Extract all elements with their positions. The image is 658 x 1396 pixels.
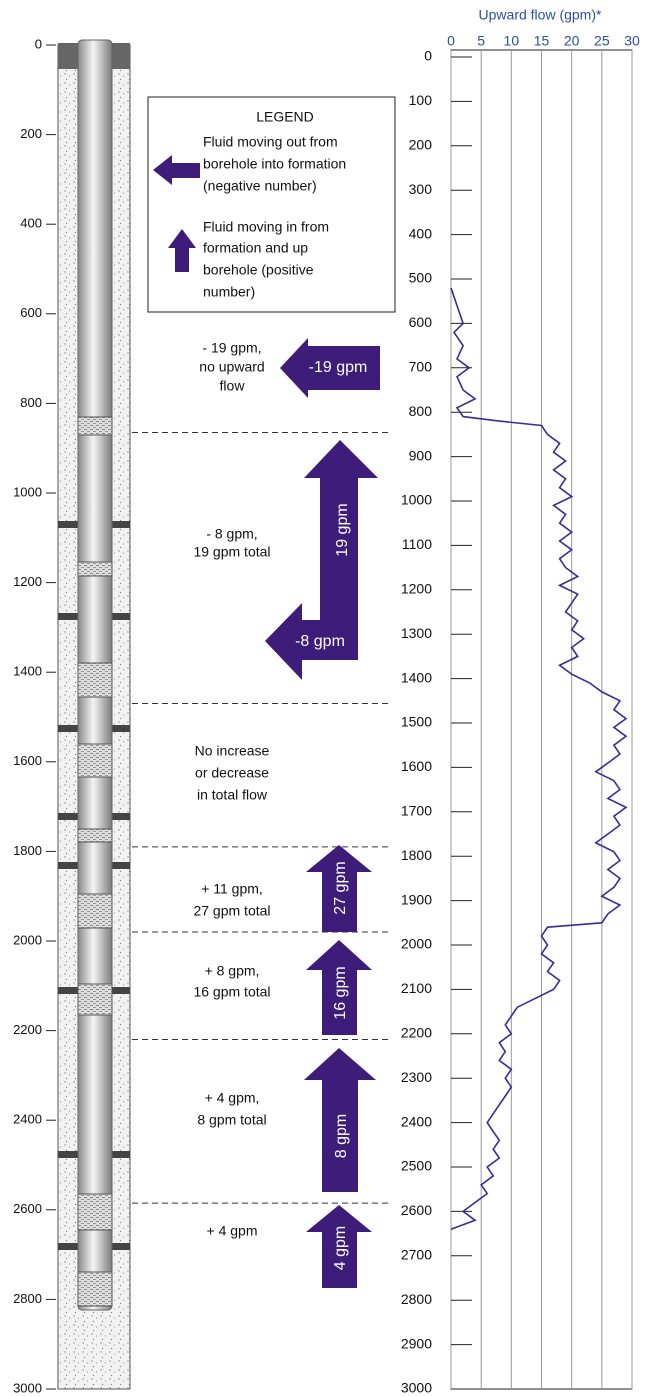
arrow-label: 16 gpm bbox=[332, 966, 349, 1019]
y-tick-label: 0 bbox=[424, 48, 432, 64]
legend-text: borehole into formation bbox=[203, 156, 346, 172]
legend-box bbox=[148, 97, 395, 312]
legend: LEGEND Fluid moving out from borehole in… bbox=[148, 97, 395, 312]
y-tick-label: 300 bbox=[409, 181, 433, 197]
y-tick-label: 2900 bbox=[401, 1335, 432, 1351]
y-tick-label: 2000 bbox=[401, 936, 432, 952]
depth-label: 1400 bbox=[13, 664, 42, 679]
arrow-label: 4 gpm bbox=[332, 1226, 349, 1270]
x-tick-label: 0 bbox=[447, 33, 455, 49]
zone-text: + 11 gpm, bbox=[201, 881, 263, 897]
legend-title: LEGEND bbox=[256, 109, 314, 125]
depth-label: 1600 bbox=[13, 753, 42, 768]
y-tick-label: 3000 bbox=[401, 1380, 432, 1396]
zone-text: or decrease bbox=[195, 765, 269, 781]
depth-label: 600 bbox=[20, 305, 42, 320]
depth-label: 2800 bbox=[13, 1291, 42, 1306]
depth-label: 1000 bbox=[13, 484, 42, 499]
borehole-column bbox=[58, 40, 130, 1389]
zone-text: + 4 gpm bbox=[207, 1223, 258, 1239]
x-tick-label: 20 bbox=[564, 33, 580, 49]
y-tick-label: 100 bbox=[409, 92, 433, 108]
depth-label: 2200 bbox=[13, 1022, 42, 1037]
depth-label: 800 bbox=[20, 395, 42, 410]
x-tick-label: 10 bbox=[504, 33, 520, 49]
y-tick-label: 2100 bbox=[401, 980, 432, 996]
y-tick-label: 1100 bbox=[402, 536, 432, 552]
chart-title: Upward flow (gpm)* bbox=[479, 7, 602, 23]
depth-label: 1800 bbox=[13, 843, 42, 858]
flow-arrows: -19 gpm 19 gpm -8 gpm 27 gpm 16 gpm 8 gp… bbox=[265, 338, 380, 1288]
zone-text: 19 gpm total bbox=[193, 544, 270, 560]
legend-text: Fluid moving in from bbox=[203, 219, 329, 235]
y-tick-label: 2600 bbox=[401, 1202, 432, 1218]
y-tick-label: 2800 bbox=[401, 1291, 432, 1307]
zone-text: + 4 gpm, bbox=[205, 1090, 260, 1106]
depth-label: 200 bbox=[20, 126, 42, 141]
zone-text: 27 gpm total bbox=[193, 903, 270, 919]
zone-text: 8 gpm total bbox=[197, 1112, 266, 1128]
zone-text: + 8 gpm, bbox=[205, 963, 260, 979]
depth-label: 2000 bbox=[13, 932, 42, 947]
arrow-label: 27 gpm bbox=[332, 861, 349, 914]
depth-axis: 0 200 400 600 800 1000 1200 1400 1600 1800 2000 220… bbox=[13, 36, 56, 1395]
y-tick-label: 400 bbox=[409, 225, 433, 241]
x-tick-label: 15 bbox=[534, 33, 550, 49]
legend-text: borehole (positive bbox=[203, 262, 314, 278]
y-tick-label: 600 bbox=[409, 314, 433, 330]
arrow-label: 19 gpm bbox=[334, 503, 351, 556]
y-tick-label: 1300 bbox=[401, 625, 432, 641]
figure: 0200400600800100012001400160018002000220… bbox=[0, 0, 658, 1396]
y-tick-label: 700 bbox=[409, 359, 433, 375]
zone-text: No increase bbox=[195, 743, 270, 759]
x-tick-label: 25 bbox=[594, 33, 610, 49]
y-tick-label: 2200 bbox=[401, 1025, 432, 1041]
y-tick-label: 1800 bbox=[401, 847, 432, 863]
zone-text: - 8 gpm, bbox=[206, 526, 257, 542]
y-tick-label: 1400 bbox=[401, 669, 432, 685]
y-tick-label: 1600 bbox=[401, 758, 432, 774]
legend-text: Fluid moving out from bbox=[203, 134, 338, 150]
depth-label: 3000 bbox=[13, 1380, 42, 1395]
y-tick-label: 500 bbox=[409, 270, 433, 286]
zone-notes: - 19 gpm, no upward flow - 8 gpm, 19 gpm… bbox=[193, 340, 270, 1239]
y-tick-label: 200 bbox=[409, 137, 433, 153]
arrow-label: 8 gpm bbox=[333, 1114, 350, 1158]
arrow-label: -19 gpm bbox=[309, 359, 368, 376]
y-tick-label: 1500 bbox=[401, 714, 432, 730]
y-tick-label: 2500 bbox=[401, 1158, 432, 1174]
depth-label: 1200 bbox=[13, 574, 42, 589]
y-tick-label: 1200 bbox=[401, 581, 432, 597]
y-tick-label: 1700 bbox=[401, 803, 432, 819]
zone-text: flow bbox=[220, 378, 246, 394]
legend-text: number) bbox=[203, 284, 255, 300]
x-tick-label: 30 bbox=[624, 33, 640, 49]
y-tick-label: 900 bbox=[409, 447, 433, 463]
legend-text: formation and up bbox=[203, 240, 308, 256]
y-tick-label: 2400 bbox=[401, 1113, 432, 1129]
legend-text: (negative number) bbox=[203, 178, 317, 194]
y-tick-label: 2300 bbox=[401, 1069, 432, 1085]
y-tick-label: 1900 bbox=[401, 891, 432, 907]
x-tick-label: 5 bbox=[477, 33, 485, 49]
zone-text: 16 gpm total bbox=[193, 984, 270, 1000]
zone-text: - 19 gpm, bbox=[202, 340, 261, 356]
y-tick-label: 1000 bbox=[401, 492, 432, 508]
depth-label: 400 bbox=[20, 216, 42, 231]
depth-label: 2600 bbox=[13, 1201, 42, 1216]
zone-text: in total flow bbox=[197, 787, 268, 803]
arrow-label: -8 gpm bbox=[295, 633, 345, 650]
y-tick-label: 800 bbox=[409, 403, 433, 419]
y-tick-label: 2700 bbox=[401, 1247, 432, 1263]
depth-label: 2400 bbox=[13, 1112, 42, 1127]
depth-label: 0 bbox=[35, 36, 42, 51]
zone-text: no upward bbox=[199, 359, 264, 375]
